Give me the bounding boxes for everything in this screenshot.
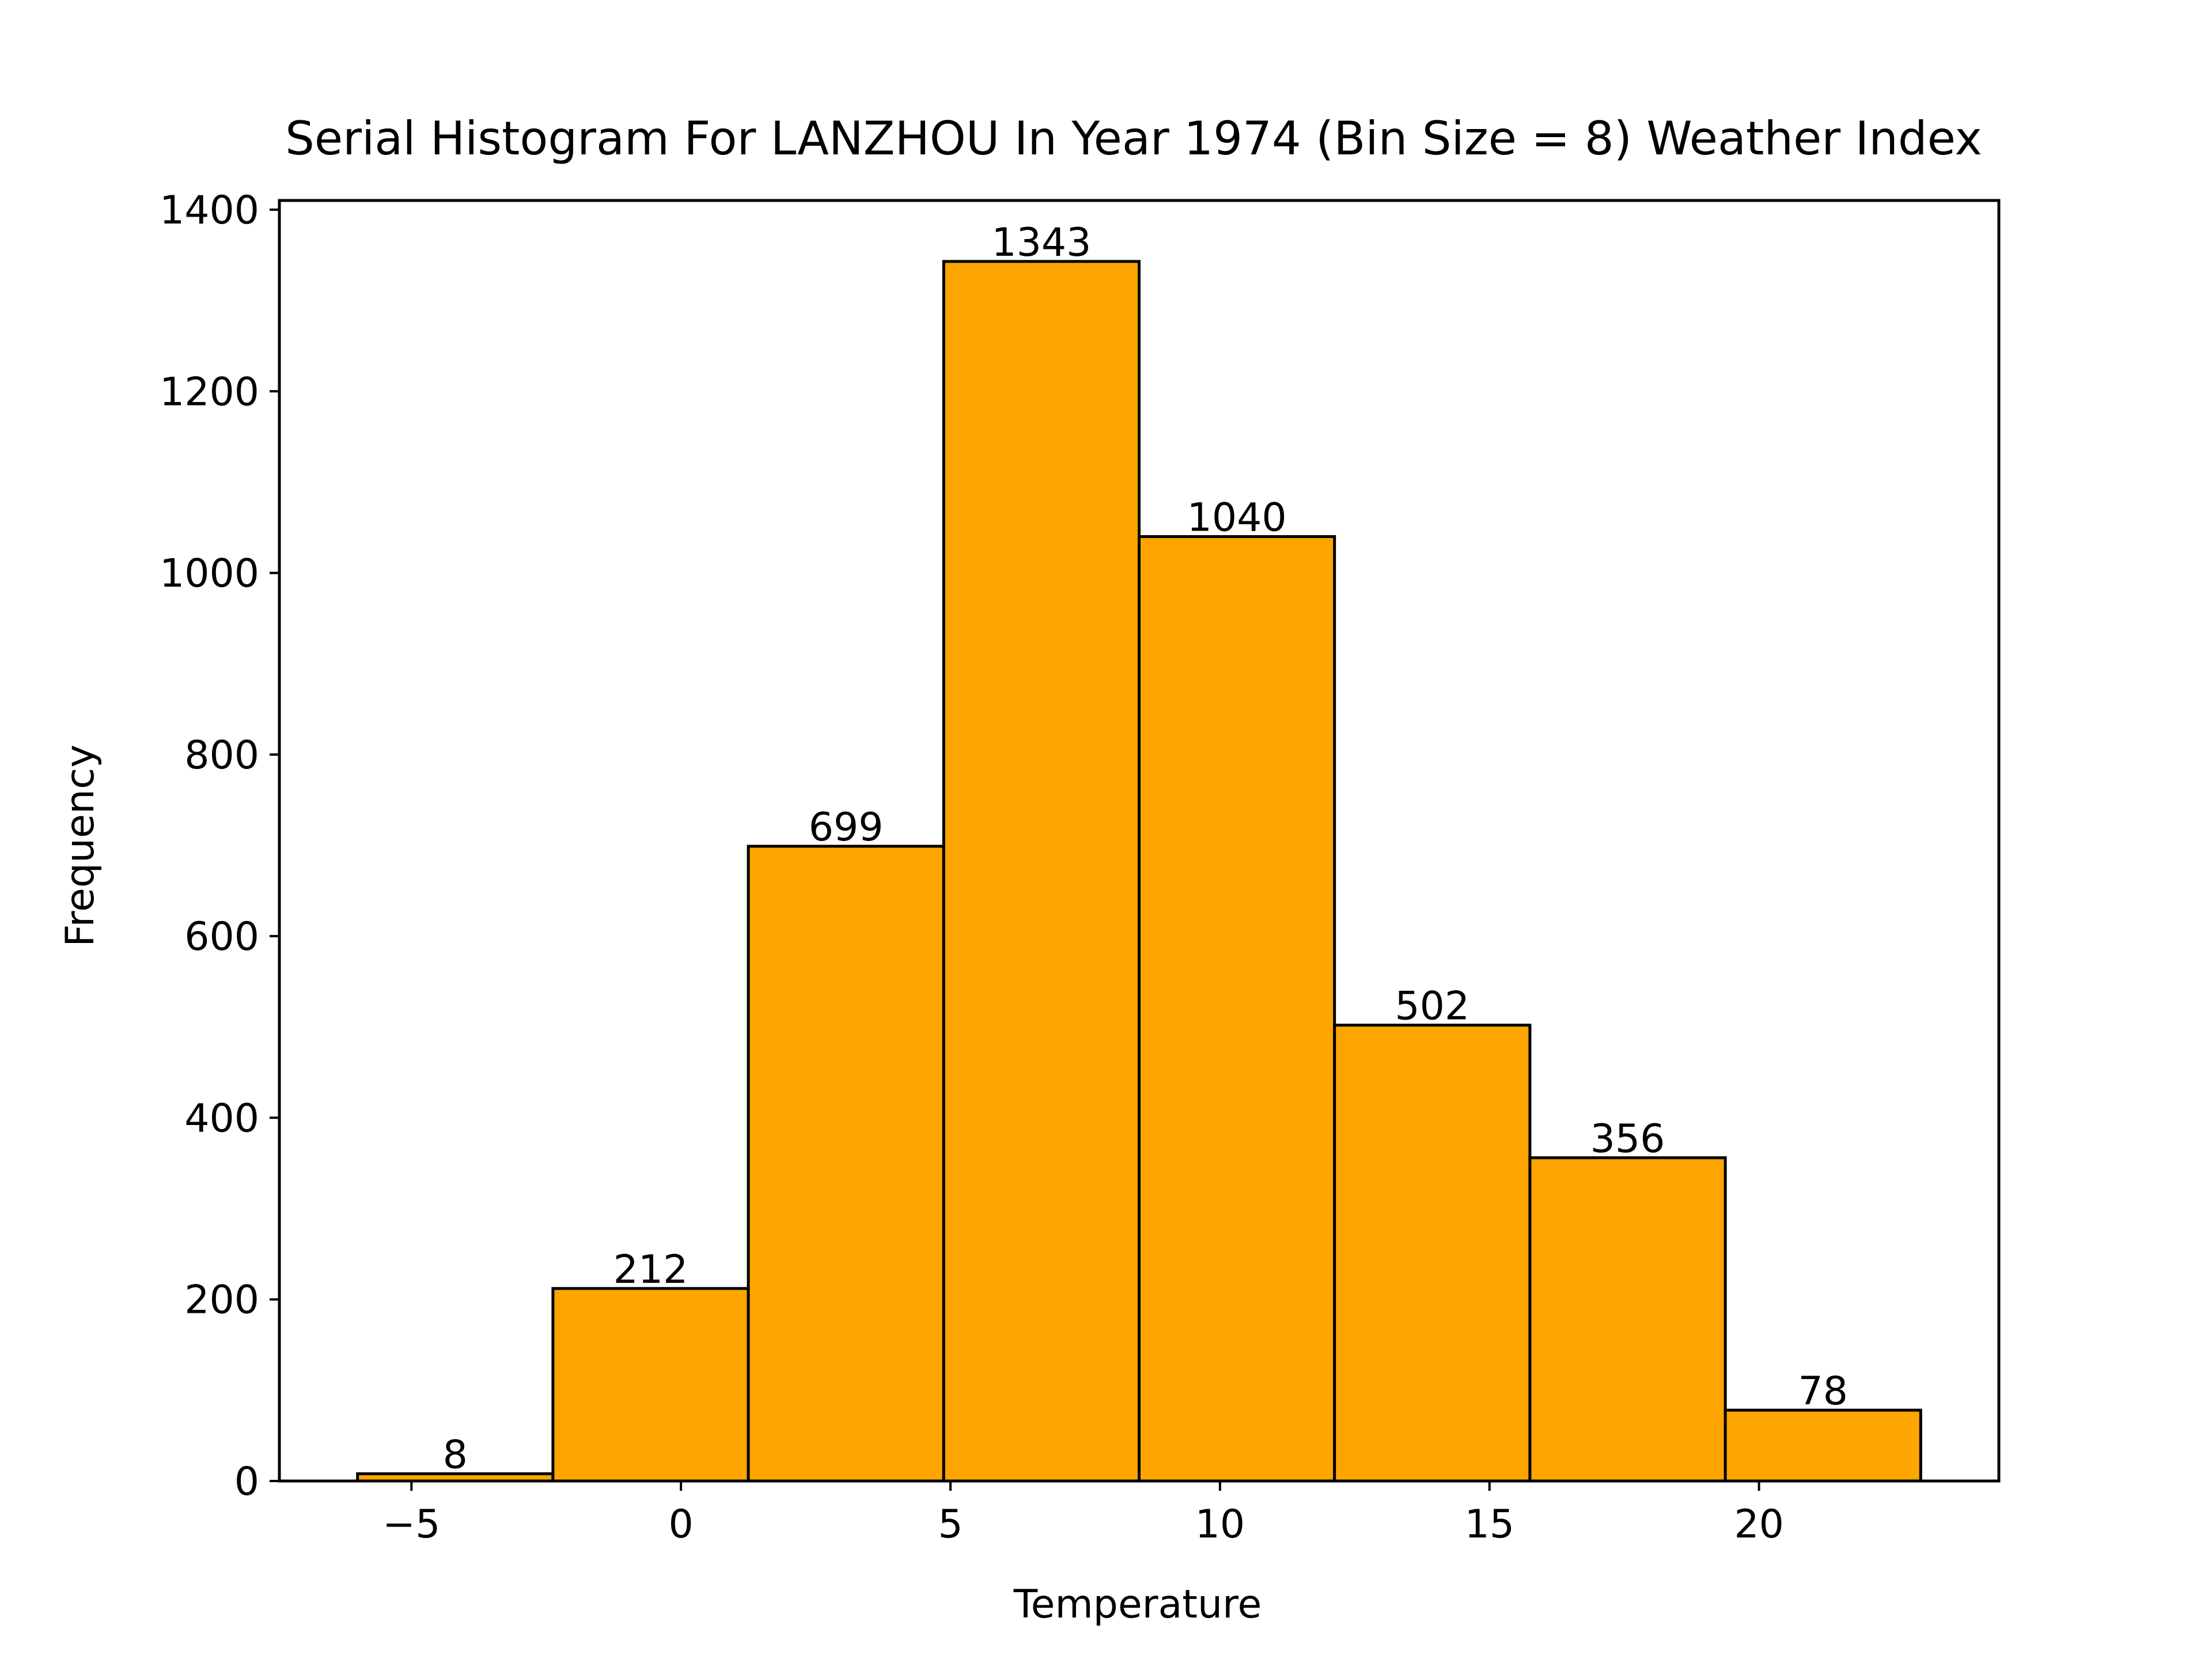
bar-value-label: 78 bbox=[1798, 1369, 1848, 1414]
bar-value-label: 212 bbox=[613, 1247, 688, 1293]
bar-value-label: 699 bbox=[809, 805, 884, 850]
y-tick-label: 1200 bbox=[160, 369, 259, 415]
histogram-bar bbox=[1138, 535, 1336, 1483]
y-tick-label: 400 bbox=[184, 1096, 259, 1141]
histogram-bar bbox=[942, 260, 1141, 1483]
bar-value-label: 356 bbox=[1590, 1116, 1665, 1162]
plot-frame bbox=[278, 199, 2001, 1483]
x-tick-label: 10 bbox=[1195, 1502, 1245, 1547]
y-tick-label: 800 bbox=[184, 733, 259, 778]
histogram-bar bbox=[551, 1287, 750, 1483]
y-tick-label: 1400 bbox=[160, 188, 259, 233]
x-tick-label: −5 bbox=[382, 1502, 440, 1547]
x-tick-label: 0 bbox=[668, 1502, 693, 1547]
chart-title: Serial Histogram For LANZHOU In Year 197… bbox=[285, 112, 1982, 165]
x-tick-label: 15 bbox=[1464, 1502, 1514, 1547]
bar-value-labels: 8 212 699 1343 1040 502 356 78 bbox=[443, 220, 1848, 1478]
y-axis-ticks: 0 200 400 600 800 1000 1200 1400 bbox=[160, 188, 279, 1505]
x-tick-label: 5 bbox=[938, 1502, 963, 1547]
y-tick-label: 200 bbox=[184, 1278, 259, 1323]
bar-value-label: 502 bbox=[1395, 984, 1469, 1029]
histogram-bar bbox=[1724, 1408, 1922, 1483]
y-tick-label: 600 bbox=[184, 914, 259, 960]
histogram-bar bbox=[747, 844, 945, 1483]
x-axis-label: Temperature bbox=[1013, 1582, 1262, 1627]
x-tick-label: 20 bbox=[1734, 1502, 1784, 1547]
bar-value-label: 8 bbox=[443, 1432, 468, 1478]
y-axis-label: Frequency bbox=[58, 744, 103, 946]
bars-layer bbox=[356, 260, 1922, 1483]
bar-value-label: 1040 bbox=[1187, 495, 1287, 541]
y-tick-label: 1000 bbox=[160, 551, 259, 597]
histogram-bar bbox=[1528, 1156, 1727, 1483]
histogram-bar bbox=[1333, 1024, 1532, 1483]
y-tick-label: 0 bbox=[234, 1459, 259, 1505]
x-axis-ticks: −5 0 5 10 15 20 bbox=[382, 1481, 1784, 1547]
bar-value-label: 1343 bbox=[991, 220, 1091, 266]
